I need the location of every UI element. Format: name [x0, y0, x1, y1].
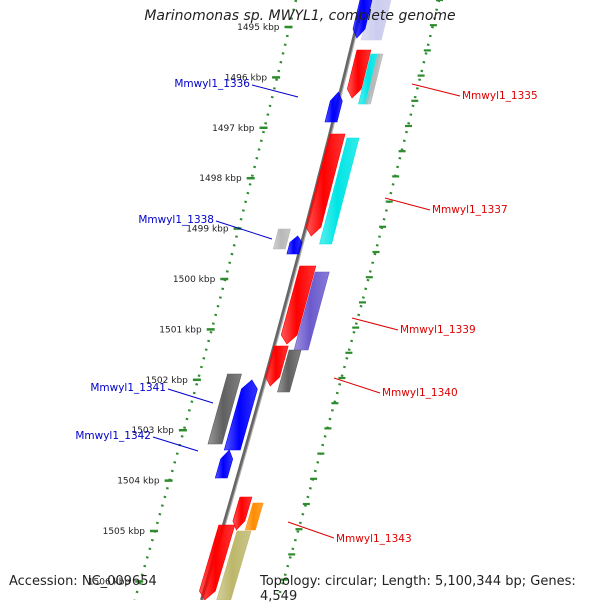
- gene-feature-1338-blue: [286, 235, 303, 255]
- gene-feature-1343-orange: [244, 502, 264, 531]
- tick-label: 1497 kbp: [212, 124, 255, 134]
- gene-feature-1341-blue: [223, 379, 258, 451]
- tick-label: 1505 kbp: [103, 527, 146, 537]
- gene-feature-1338-grey: [272, 228, 291, 250]
- gene-feature-1336-blue: [324, 91, 343, 123]
- gene-feature-1340-red: [265, 345, 289, 387]
- gene-features: [199, 0, 392, 601]
- gene-label-left[interactable]: Mmwyl1_1338: [138, 214, 214, 226]
- gene-feature-1343-red: [232, 496, 253, 531]
- genome-axis: [200, 0, 366, 601]
- gene-feature-top-blue: [352, 0, 373, 39]
- tick-label: 1503 kbp: [131, 426, 174, 436]
- gene-label-right[interactable]: Mmwyl1_1337: [432, 204, 508, 216]
- tick-label: 1495 kbp: [237, 23, 280, 33]
- leader-line: [167, 388, 214, 404]
- leader-line: [152, 436, 199, 452]
- tick-label: 1498 kbp: [199, 174, 242, 184]
- gene-label-right[interactable]: Mmwyl1_1339: [400, 324, 476, 336]
- tick-label: 1499 kbp: [186, 225, 229, 235]
- label-leader-lines: [152, 83, 461, 539]
- gene-label-left[interactable]: Mmwyl1_1342: [75, 430, 151, 442]
- gene-feature-1341-grey: [207, 373, 242, 445]
- tick-label: 1506 kbp: [88, 577, 131, 587]
- tick-label: 1496 kbp: [225, 73, 268, 83]
- gene-feature-1337-cyan: [319, 137, 360, 245]
- gene-label-right[interactable]: Mmwyl1_1335: [462, 90, 538, 102]
- accession-text: Accession: NC_009654: [9, 574, 157, 589]
- leader-line: [411, 83, 461, 97]
- tick-label: 1500 kbp: [173, 275, 216, 285]
- gene-label-right[interactable]: Mmwyl1_1340: [382, 387, 458, 399]
- gene-feature-1339-red: [280, 265, 317, 345]
- leader-line: [251, 84, 299, 98]
- gene-feature-1335-grey: [365, 53, 384, 105]
- tick-label: 1504 kbp: [117, 477, 160, 487]
- genome-backbone: [200, 0, 365, 601]
- gene-feature-1340-grey: [277, 349, 302, 393]
- tick-label: 1502 kbp: [145, 376, 188, 386]
- gene-feature-1337-red: [305, 133, 346, 237]
- map-title: Marinomonas sp. MWYL1, complete genome: [144, 8, 456, 24]
- gene-feature-1335-red: [346, 49, 372, 99]
- gene-labels: Mmwyl1_1336 Mmwyl1_1338 Mmwyl1_1341 Mmwyl1_…: [75, 78, 537, 545]
- gene-feature-bottom-red: [199, 524, 236, 601]
- gene-feature-1342-blue: [214, 449, 234, 479]
- ruler-ticks: 1495 kbp 1496 kbp 1497 kbp 1498 kbp 1499 kbp…: [88, 0, 443, 587]
- gene-feature-1339-purple: [293, 271, 330, 351]
- leader-line: [351, 317, 399, 331]
- gene-label-right[interactable]: Mmwyl1_1343: [336, 533, 412, 545]
- leader-line: [287, 521, 335, 539]
- gene-label-left[interactable]: Mmwyl1_1341: [90, 382, 166, 394]
- gene-label-left[interactable]: Mmwyl1_1336: [174, 78, 250, 90]
- leader-line: [384, 197, 431, 211]
- leader-line: [333, 377, 381, 394]
- tick-label: 1501 kbp: [159, 325, 202, 335]
- leader-line: [215, 220, 273, 240]
